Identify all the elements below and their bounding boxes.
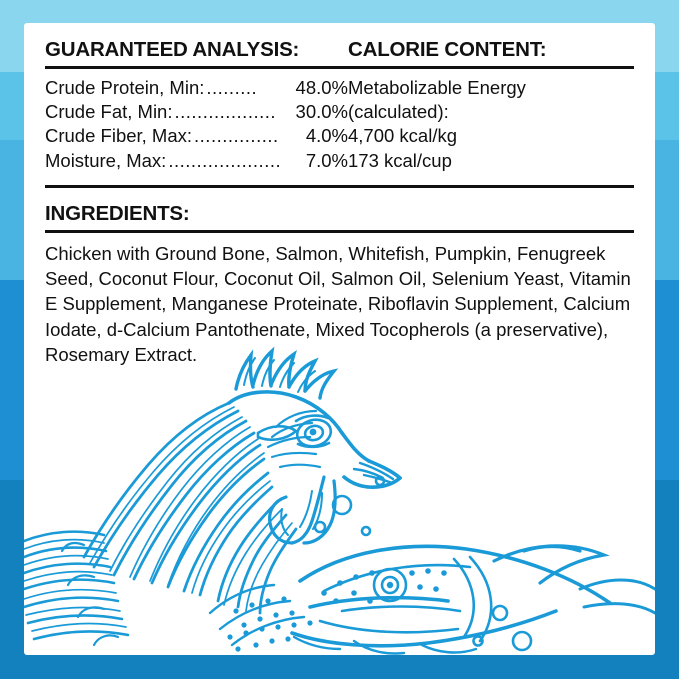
top-sections: GUARANTEED ANALYSIS: Crude Protein, Min:… [45, 39, 634, 173]
guaranteed-analysis-section: GUARANTEED ANALYSIS: Crude Protein, Min:… [45, 39, 348, 173]
calorie-content-section: CALORIE CONTENT: Metabolizable Energy (c… [348, 39, 634, 173]
list-item: 4,700 kcal/kg [348, 125, 458, 147]
label-card: GUARANTEED ANALYSIS: Crude Protein, Min:… [24, 23, 655, 655]
nutrient-name: Crude Fat, Min: [45, 100, 173, 122]
nutrient-value: 30.0% [295, 100, 348, 122]
nutrient-value: 4.0% [305, 125, 348, 147]
calorie-content-rule [348, 65, 634, 69]
nutrient-name: Crude Protein, Min: [45, 76, 205, 98]
table-row: Crude Fat, Min: .................. 30.0% [45, 100, 348, 124]
rooster-and-salmon-icon [24, 346, 655, 655]
table-row: Crude Protein, Min: ......... 48.0% [45, 76, 348, 100]
ingredients-heading: INGREDIENTS: [45, 202, 190, 225]
guaranteed-analysis-rows: Crude Protein, Min: ......... 48.0% Crud… [45, 76, 348, 174]
leader-dots: .................. [174, 100, 277, 122]
nutrient-name: Crude Fiber, Max: [45, 125, 193, 147]
ingredients-text: Chicken with Ground Bone, Salmon, Whitef… [45, 242, 631, 365]
list-item: Metabolizable Energy [348, 76, 526, 98]
list-item: (calculated): [348, 100, 449, 122]
list-item: 173 kcal/cup [348, 149, 452, 171]
nutrient-value: 48.0% [295, 76, 348, 98]
calorie-content-lines: Metabolizable Energy (calculated): 4,700… [348, 76, 634, 174]
ingredients-rule [45, 229, 634, 233]
leader-dots: ............... [194, 125, 279, 147]
calorie-content-heading: CALORIE CONTENT: [348, 38, 547, 61]
nutrient-value: 7.0% [305, 149, 348, 171]
table-row: Moisture, Max: .................... 7.0% [45, 149, 348, 173]
guaranteed-analysis-heading: GUARANTEED ANALYSIS: [45, 38, 300, 61]
guaranteed-analysis-rule [45, 65, 348, 69]
ingredients-section: INGREDIENTS: Chicken with Ground Bone, S… [45, 203, 634, 367]
leader-dots: .................... [168, 149, 282, 171]
rooster-and-salmon-illustration [24, 345, 655, 655]
leader-dots: ......... [206, 76, 258, 98]
table-row: Crude Fiber, Max: ............... 4.0% [45, 124, 348, 148]
top-sections-bottom-rule [45, 185, 634, 188]
nutrient-name: Moisture, Max: [45, 149, 167, 171]
